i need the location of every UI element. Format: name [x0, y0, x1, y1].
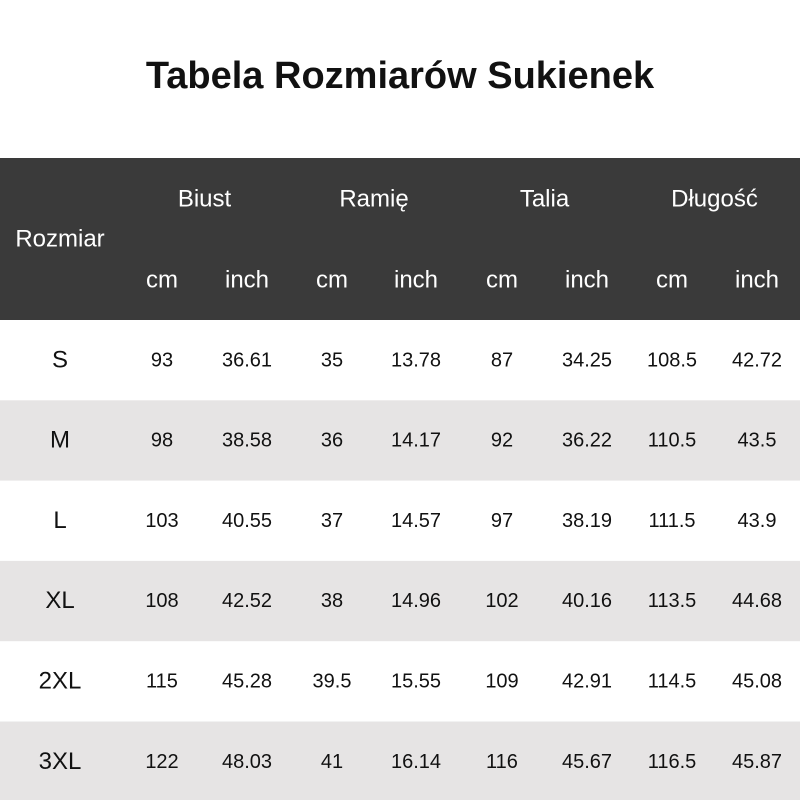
- cell: 13.78: [391, 349, 441, 371]
- group-header: Ramię: [339, 185, 408, 212]
- size-label: L: [53, 507, 66, 534]
- cell: 110.5: [648, 430, 697, 452]
- cell: 38.58: [222, 430, 272, 452]
- size-label: M: [50, 427, 70, 454]
- group-header: Talia: [520, 185, 570, 212]
- cell: 108: [145, 590, 178, 612]
- cell: 115: [146, 670, 178, 692]
- unit-header: inch: [735, 266, 779, 293]
- cell: 35: [321, 349, 343, 371]
- row-background: [0, 400, 800, 481]
- cell: 43.9: [738, 510, 777, 532]
- cell: 97: [491, 510, 513, 532]
- unit-header: inch: [394, 266, 438, 293]
- cell: 34.25: [562, 349, 612, 371]
- cell: 122: [145, 751, 178, 773]
- cell: 38.19: [562, 510, 612, 532]
- unit-header: inch: [225, 266, 269, 293]
- unit-header: cm: [656, 266, 688, 293]
- cell: 38: [321, 590, 343, 612]
- cell: 44.68: [732, 590, 782, 612]
- cell: 108.5: [647, 349, 697, 371]
- size-label: S: [52, 346, 68, 373]
- cell: 98: [151, 430, 173, 452]
- cell: 40.55: [222, 510, 272, 532]
- size-label: XL: [45, 587, 74, 614]
- cell: 42.91: [562, 670, 612, 692]
- cell: 43.5: [738, 430, 777, 452]
- cell: 42.52: [222, 590, 272, 612]
- cell: 109: [485, 670, 518, 692]
- cell: 103: [145, 510, 178, 532]
- cell: 93: [151, 349, 173, 371]
- cell: 15.55: [391, 670, 441, 692]
- cell: 36.61: [222, 349, 272, 371]
- row-background: [0, 721, 800, 800]
- unit-header: cm: [316, 266, 348, 293]
- cell: 37: [321, 510, 343, 532]
- cell: 92: [491, 430, 513, 452]
- cell: 45.28: [222, 670, 272, 692]
- cell: 45.67: [562, 751, 612, 773]
- header-background: [0, 158, 800, 320]
- cell: 16.14: [391, 751, 441, 773]
- cell: 39.5: [313, 670, 352, 692]
- size-header: Rozmiar: [15, 225, 104, 252]
- cell: 40.16: [562, 590, 612, 612]
- unit-header: inch: [565, 266, 609, 293]
- cell: 42.72: [732, 349, 782, 371]
- unit-header: cm: [146, 266, 178, 293]
- row-background: [0, 560, 800, 642]
- cell: 14.96: [391, 590, 441, 612]
- cell: 116: [486, 751, 518, 773]
- cell: 48.03: [222, 751, 272, 773]
- cell: 36: [321, 430, 343, 452]
- cell: 45.08: [732, 670, 782, 692]
- title: Tabela Rozmiarów Sukienek: [146, 55, 655, 97]
- group-header: Długość: [671, 185, 758, 212]
- group-header: Biust: [178, 185, 232, 212]
- size-label: 2XL: [39, 668, 82, 695]
- cell: 14.57: [391, 510, 441, 532]
- cell: 113.5: [648, 590, 697, 612]
- cell: 41: [321, 751, 343, 773]
- cell: 14.17: [391, 430, 441, 452]
- cell: 102: [485, 590, 518, 612]
- unit-header: cm: [486, 266, 518, 293]
- cell: 111.5: [648, 510, 695, 532]
- cell: 114.5: [648, 670, 697, 692]
- cell: 87: [491, 349, 513, 371]
- cell: 116.5: [648, 751, 697, 773]
- cell: 45.87: [732, 751, 782, 773]
- cell: 36.22: [562, 430, 612, 452]
- size-label: 3XL: [39, 748, 82, 775]
